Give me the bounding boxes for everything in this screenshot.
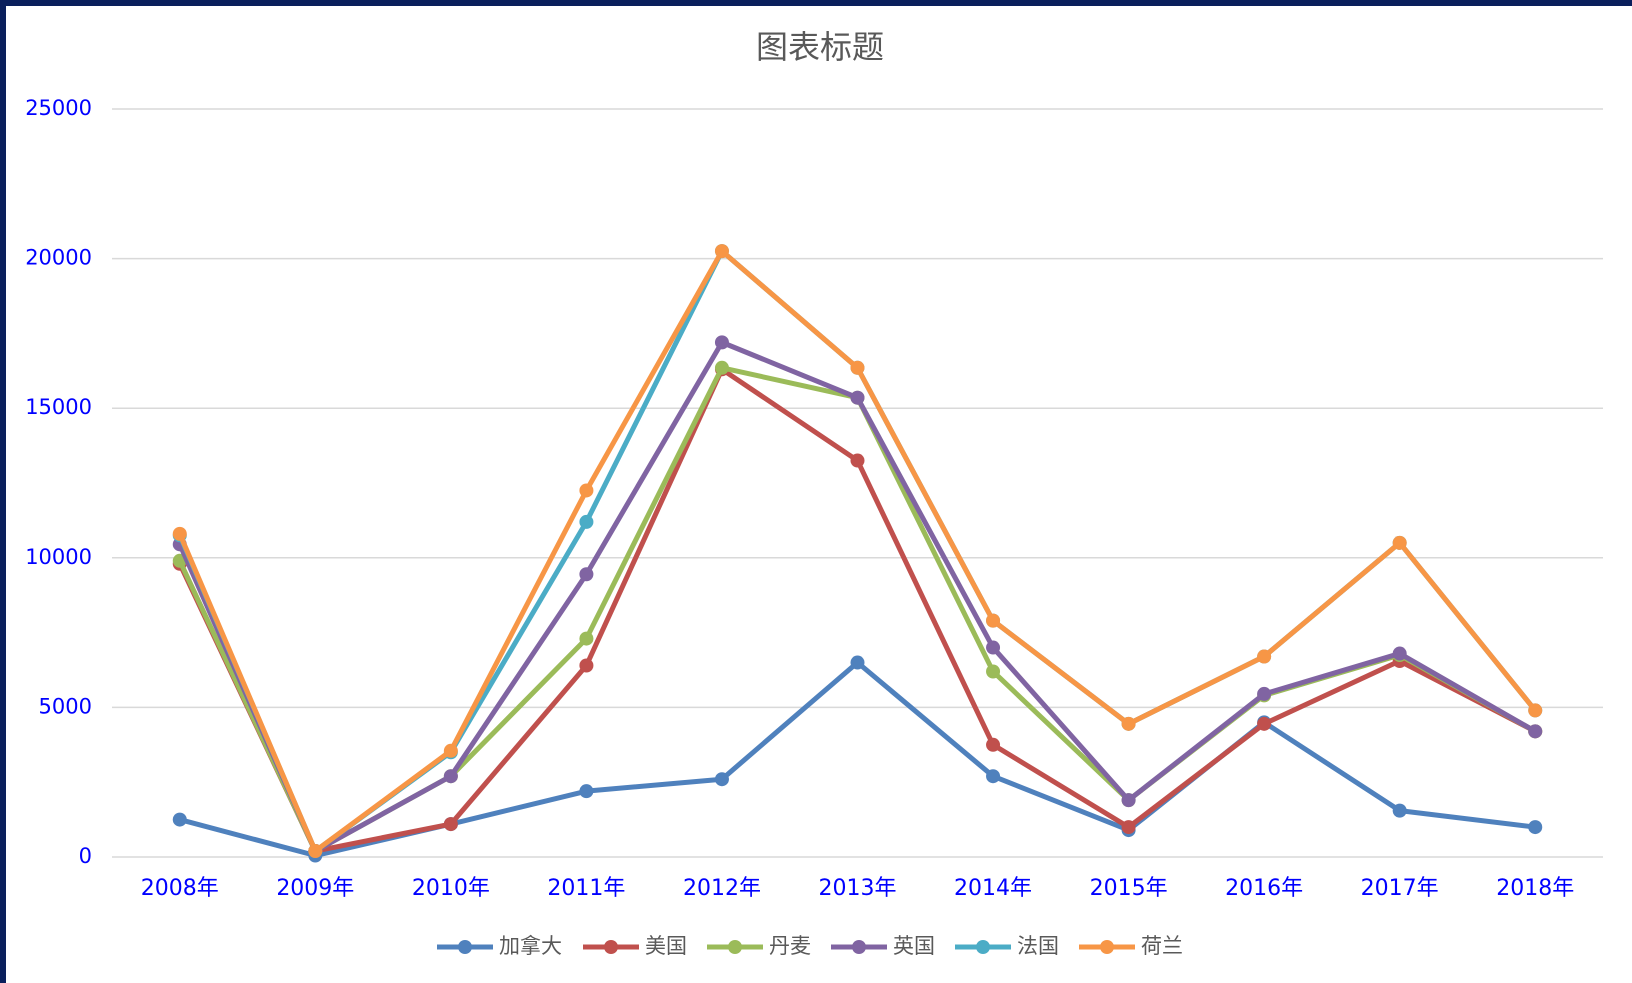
x-tick-label: 2015年	[1090, 876, 1168, 901]
data-point	[714, 360, 729, 375]
data-point	[443, 769, 458, 784]
data-point	[579, 784, 594, 799]
data-point	[986, 769, 1001, 784]
x-tick-label: 2016年	[1225, 876, 1303, 901]
data-point	[443, 817, 458, 832]
y-tick-label: 0	[79, 844, 92, 868]
x-tick-label: 2011年	[547, 876, 625, 901]
chart-title: 图表标题	[756, 28, 884, 66]
data-point	[714, 244, 729, 259]
data-point	[850, 360, 865, 375]
data-point	[1392, 535, 1407, 550]
data-point	[1392, 803, 1407, 818]
data-point	[579, 658, 594, 673]
y-tick-label: 10000	[25, 545, 92, 569]
frame-top	[0, 0, 1632, 6]
data-point	[850, 655, 865, 670]
legend-label: 荷兰	[1141, 934, 1183, 958]
data-point	[1121, 793, 1136, 808]
x-tick-label: 2013年	[819, 876, 897, 901]
data-point	[850, 453, 865, 468]
data-point	[308, 844, 323, 859]
data-point	[443, 743, 458, 758]
data-point	[579, 514, 594, 529]
legend-marker	[458, 940, 472, 954]
x-tick-label: 2014年	[954, 876, 1032, 901]
frame-left	[0, 0, 6, 983]
legend-marker	[1100, 940, 1114, 954]
legend-label: 美国	[645, 934, 687, 958]
data-point	[1257, 649, 1272, 664]
x-tick-label: 2018年	[1496, 876, 1574, 901]
data-point	[1528, 820, 1543, 835]
legend-marker	[852, 940, 866, 954]
y-tick-label: 25000	[25, 96, 92, 120]
data-point	[1528, 703, 1543, 718]
data-point	[986, 737, 1001, 752]
data-point	[1121, 716, 1136, 731]
data-point	[850, 390, 865, 405]
data-point	[172, 812, 187, 827]
y-tick-label: 15000	[25, 395, 92, 419]
legend-marker	[728, 940, 742, 954]
legend-label: 英国	[893, 934, 935, 958]
y-tick-label: 5000	[39, 694, 92, 718]
data-point	[986, 613, 1001, 628]
data-point	[714, 335, 729, 350]
data-point	[986, 664, 1001, 679]
data-point	[1257, 716, 1272, 731]
data-point	[579, 567, 594, 582]
y-tick-label: 20000	[25, 246, 92, 270]
data-point	[714, 772, 729, 787]
data-point	[579, 483, 594, 498]
x-tick-label: 2017年	[1361, 876, 1439, 901]
data-point	[172, 526, 187, 541]
data-point	[986, 640, 1001, 655]
legend-label: 丹麦	[769, 934, 811, 958]
data-point	[1528, 724, 1543, 739]
data-point	[1392, 646, 1407, 661]
legend-marker	[976, 940, 990, 954]
data-point	[1257, 686, 1272, 701]
legend-marker	[604, 940, 618, 954]
data-point	[579, 631, 594, 646]
x-tick-label: 2008年	[141, 876, 219, 901]
x-tick-label: 2012年	[683, 876, 761, 901]
legend-label: 加拿大	[499, 934, 562, 958]
x-tick-label: 2010年	[412, 876, 490, 901]
data-point	[1121, 820, 1136, 835]
x-tick-label: 2009年	[276, 876, 354, 901]
legend-label: 法国	[1017, 934, 1059, 958]
